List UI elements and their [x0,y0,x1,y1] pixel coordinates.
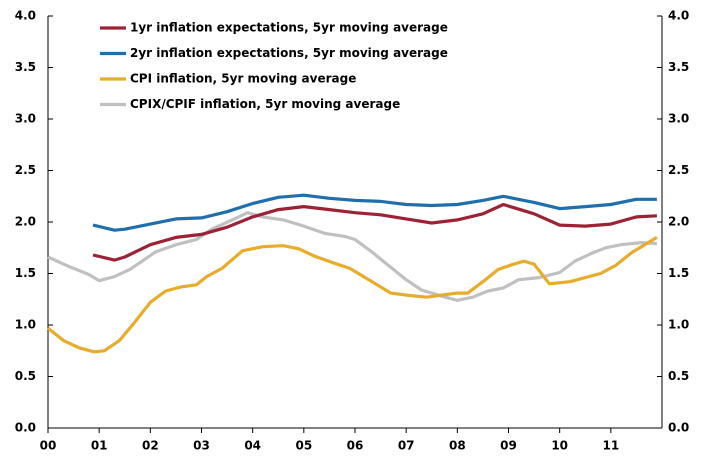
x-tick-label: 01 [91,439,108,453]
x-tick-label: 00 [40,439,57,453]
legend-label: CPIX/CPIF inflation, 5yr moving average [130,97,400,111]
x-tick-label: 10 [551,439,568,453]
x-tick-label: 11 [602,439,619,453]
y-tick-label: 4.0 [15,9,36,23]
y2-tick-label: 4.0 [668,9,689,23]
y-tick-label: 0.5 [15,369,36,383]
y2-tick-label: 2.5 [668,163,689,177]
y-tick-label: 3.0 [15,112,36,126]
x-tick-label: 09 [500,439,517,453]
y2-tick-label: 1.5 [668,266,689,280]
x-tick-label: 03 [193,439,210,453]
x-tick-label: 05 [295,439,312,453]
x-tick-label: 07 [398,439,415,453]
x-tick-label: 08 [449,439,466,453]
y-tick-label: 2.5 [15,163,36,177]
y2-tick-label: 3.5 [668,60,689,74]
legend-label: CPI inflation, 5yr moving average [130,72,356,86]
x-tick-label: 02 [142,439,159,453]
y2-tick-label: 0.0 [668,421,689,435]
legend-label: 1yr inflation expectations, 5yr moving a… [130,21,448,35]
legend-label: 2yr inflation expectations, 5yr moving a… [130,46,448,60]
y-tick-label: 3.5 [15,60,36,74]
series-line [92,202,657,262]
y-tick-label: 1.0 [15,318,36,332]
y-tick-label: 2.0 [15,215,36,229]
series-line [47,211,658,302]
x-tick-label: 04 [244,439,261,453]
series-line [92,193,657,232]
x-tick-label: 06 [347,439,364,453]
y2-tick-label: 3.0 [668,112,689,126]
series-line [46,236,658,354]
y-tick-label: 1.5 [15,266,36,280]
y2-tick-label: 2.0 [668,215,689,229]
y-tick-label: 0.0 [15,421,36,435]
y2-tick-label: 0.5 [668,369,689,383]
y2-tick-label: 1.0 [668,318,689,332]
